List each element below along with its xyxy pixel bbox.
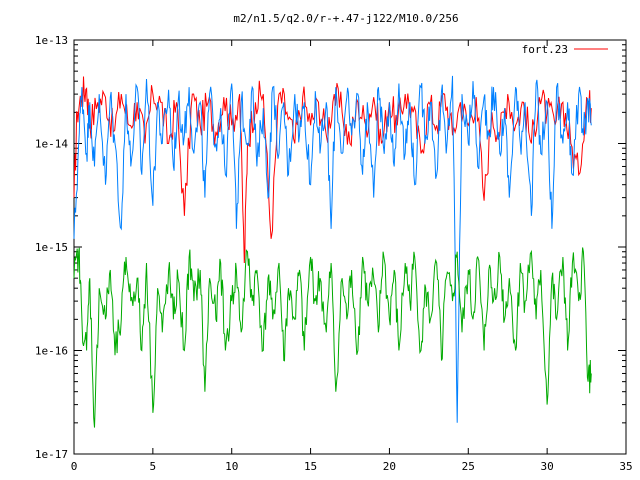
chart-title: m2/n1.5/q2.0/r-+.47-j122/M10.0/256 — [233, 12, 458, 25]
y-tick-label: 1e-14 — [35, 138, 68, 151]
x-tick-label: 5 — [150, 460, 157, 473]
series-group — [73, 75, 592, 428]
x-tick-label: 30 — [541, 460, 554, 473]
x-tick-label: 35 — [619, 460, 632, 473]
x-tick-label: 10 — [225, 460, 238, 473]
x-tick-label: 0 — [71, 460, 78, 473]
series-line-2 — [73, 75, 592, 423]
x-tick-label: 25 — [462, 460, 475, 473]
legend: fort.23 — [522, 43, 608, 56]
x-tick-label: 20 — [383, 460, 396, 473]
y-tick-label: 1e-13 — [35, 34, 68, 47]
plot-frame — [73, 39, 627, 455]
y-tick-label: 1e-17 — [35, 448, 68, 461]
y-tick-label: 1e-16 — [35, 345, 68, 358]
x-tick-label: 15 — [304, 460, 317, 473]
y-tick-label: 1e-15 — [35, 241, 68, 254]
axis-ticks: 0 5 10 15 20 25 30 35 1e-17 1e-16 1e-15 1e-14 1e-13 — [35, 34, 633, 473]
legend-label: fort.23 — [522, 43, 568, 56]
series-line-3 — [73, 247, 592, 428]
